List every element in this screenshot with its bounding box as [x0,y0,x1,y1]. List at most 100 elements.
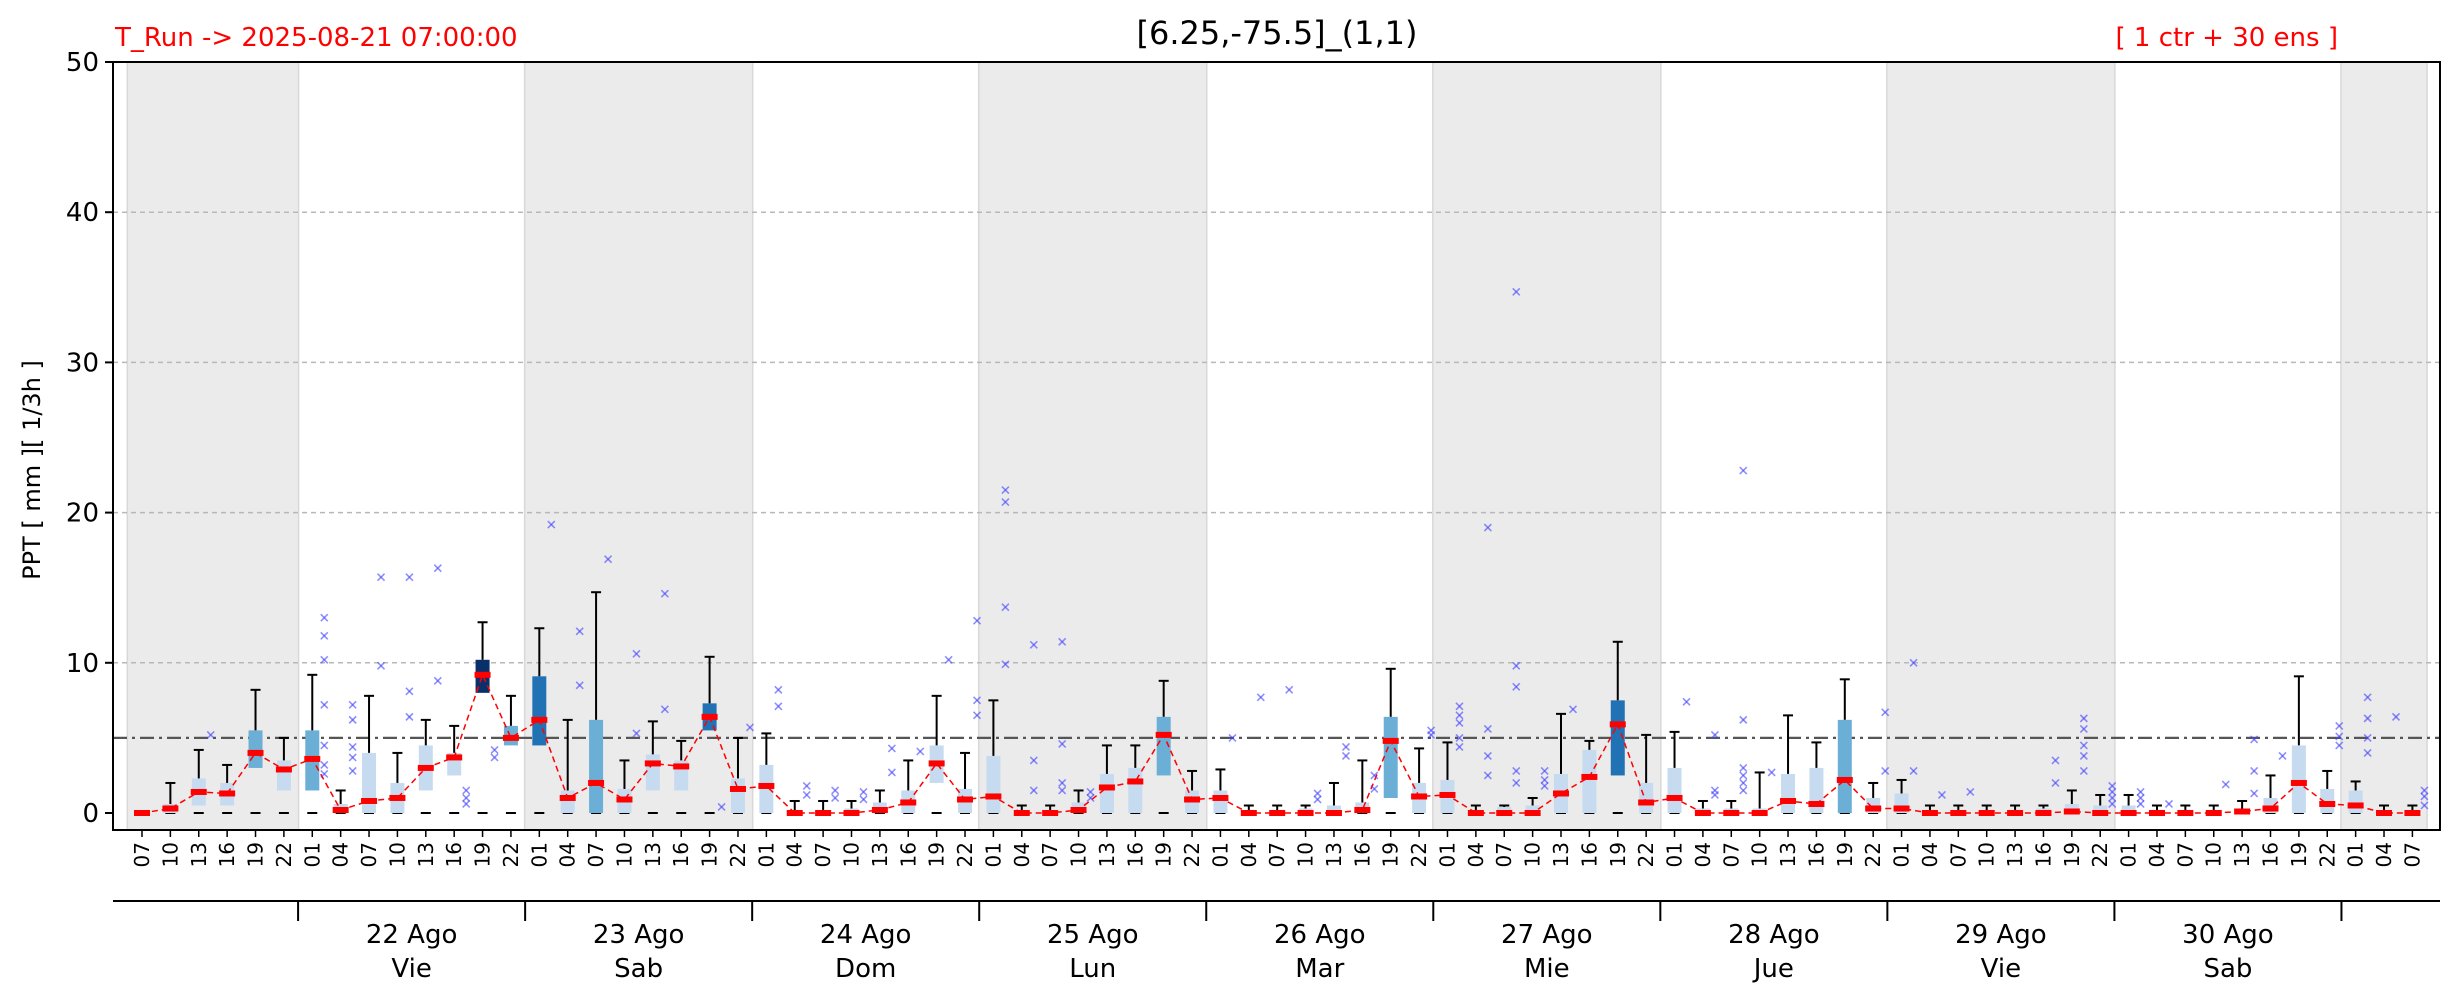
x-tick-label: 10 [1521,842,1545,867]
outlier-stroke [1341,742,1351,751]
outlier-point [1739,778,1748,788]
box [1639,782,1654,813]
outlier-stroke [320,741,329,750]
outlier-point [320,769,329,779]
outlier-stroke [1256,693,1265,702]
run-label: T_Run -> 2025-08-21 07:00:00 [114,23,518,53]
outlier-point [2420,786,2429,795]
outlier-point [2278,751,2287,760]
outlier-point [2221,780,2230,789]
outlier-point [2079,766,2088,776]
night-shade [2340,62,2428,830]
y-tick-label: 30 [66,348,99,378]
day-date-label: 22 Ago [366,920,458,950]
outlier-point [1086,787,1095,797]
outlier-stroke [745,723,755,732]
outlier-point [320,700,329,709]
x-tick-label: 13 [641,842,665,867]
outlier-stroke [1937,790,1947,800]
x-tick-label: 19 [698,842,722,867]
outlier-stroke [1909,766,1918,776]
outlier-stroke [2420,801,2429,810]
median-marker [729,785,746,792]
outlier-stroke [831,786,840,795]
x-tick-label: 04 [783,842,807,867]
x-tick-label: 01 [1890,842,1914,867]
outlier-stroke [1370,784,1379,794]
x-tick-label: 16 [215,842,239,867]
outlier-point [1739,771,1748,780]
x-tick-label: 19 [1379,842,1403,867]
outlier-point [2108,787,2117,797]
ensemble-label: [ 1 ctr + 30 ens ] [2116,23,2339,53]
outlier-point [1256,693,1265,702]
outlier-point [944,655,953,664]
box [2121,805,2136,813]
outlier-point [1881,708,1890,717]
box [1525,805,1540,813]
outlier-stroke [774,702,783,711]
median-marker [1865,805,1882,812]
y-tick-label: 20 [66,499,99,529]
x-tick-label: 01 [2344,842,2368,867]
outlier-stroke [1058,778,1067,788]
outlier-point [320,631,329,640]
outlier-point [2136,787,2145,797]
outlier-stroke [1710,790,1719,800]
outlier-stroke [2108,793,2117,803]
median-marker [2262,805,2279,812]
x-tick-label: 01 [981,842,1005,867]
outlier-point [2363,693,2372,702]
outlier-stroke [2363,714,2372,723]
outlier-point [1001,603,1010,612]
outlier-point [2164,799,2174,809]
median-marker [247,749,264,756]
outlier-stroke [859,787,868,797]
outlier-stroke [376,573,386,582]
outlier-point [831,786,840,795]
x-tick-label: 19 [1833,842,1857,867]
outlier-point [2079,724,2088,733]
outlier-point [376,661,386,670]
x-tick-label: 13 [1549,842,1573,867]
outlier-stroke [2108,781,2117,791]
x-tick-label: 07 [1265,842,1289,867]
day-weekday-label: Dom [835,954,896,984]
outlier-point [1710,790,1719,800]
box [532,676,547,746]
median-marker [162,805,179,812]
x-tick-label: 16 [669,842,693,867]
median-marker [2319,800,2336,807]
outlier-stroke [1512,682,1521,691]
outlier-point [2136,799,2145,809]
box [1383,716,1398,798]
outlier-stroke [1682,697,1691,706]
x-tick-label: 22 [1634,842,1658,867]
outlier-stroke [632,649,641,658]
outlier-stroke [1313,795,1322,804]
day-weekday-label: Sab [614,954,663,984]
median-marker [644,760,661,767]
outlier-stroke [348,753,357,762]
median-marker [1950,810,1967,816]
median-marker [1439,791,1456,798]
outlier-stroke [2108,787,2117,797]
outlier-point [632,729,641,738]
outlier-point [1058,739,1067,748]
x-tick-label: 22 [499,842,523,867]
outlier-point [1370,784,1379,794]
outlier-stroke [2136,799,2145,809]
x-tick-label: 04 [329,842,353,867]
outlier-stroke [859,795,868,804]
outlier-point [2079,751,2088,760]
outlier-stroke [2079,766,2088,776]
day-weekday-label: Jue [1752,954,1794,984]
y-axis: 0 10 20 30 40 50 [66,48,113,829]
outlier-point [1483,751,1492,760]
x-tick-label: 01 [1208,842,1232,867]
median-marker [502,734,519,741]
x-tick-label: 10 [385,842,409,867]
x-tick-label: 07 [811,842,835,867]
median-marker [190,788,207,795]
